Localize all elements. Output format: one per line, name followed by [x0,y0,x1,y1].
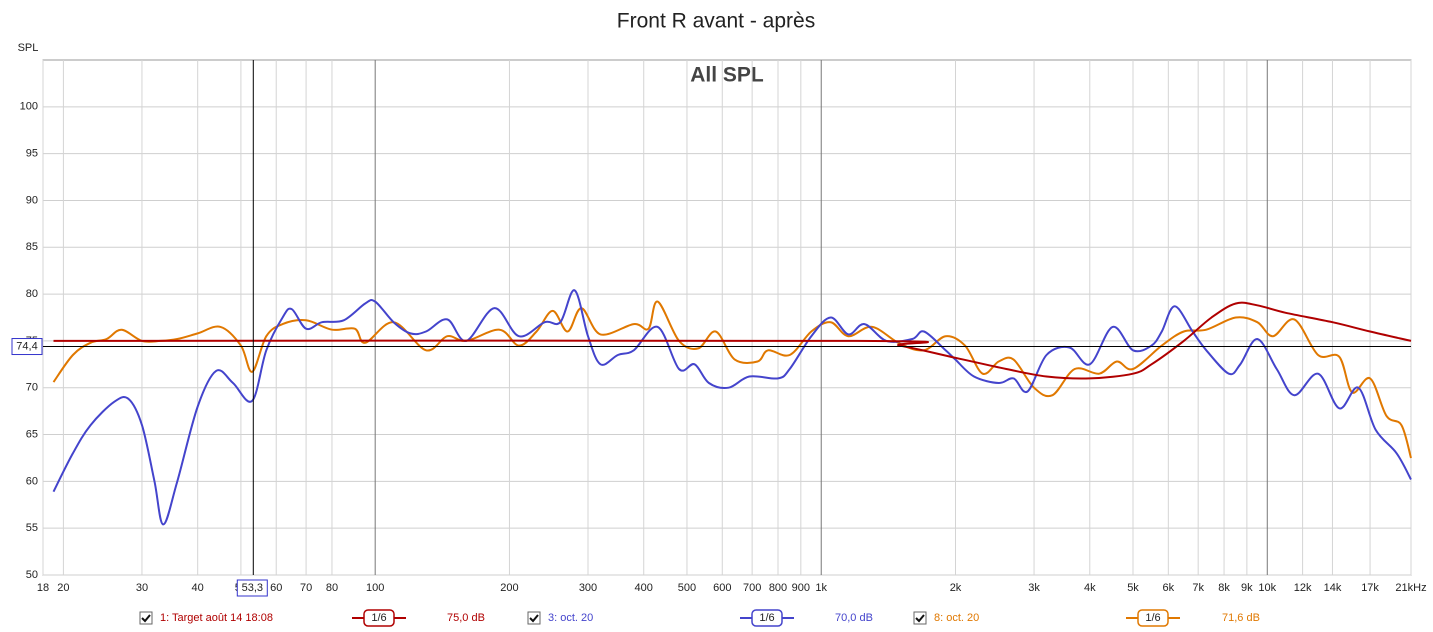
y-tick-label: 60 [26,475,38,487]
x-tick-label: 2k [950,582,962,594]
legend-smoothing: 1/6 [1145,612,1160,624]
x-tick-label: 21kHz [1395,582,1426,594]
x-tick-label: 4k [1084,582,1096,594]
x-tick-label: 10k [1258,582,1276,594]
x-tick-label: 20 [57,582,69,594]
x-tick-label: 30 [136,582,148,594]
plot-area [42,59,1412,576]
legend-level: 75,0 dB [447,612,485,624]
y-tick-label: 70 [26,382,38,394]
x-tick-label: 12k [1294,582,1312,594]
x-tick-label: 800 [769,582,787,594]
legend-checkbox[interactable] [913,611,927,625]
x-tick-label: 6k [1163,582,1175,594]
legend-smoothing-box[interactable] [751,609,783,627]
x-tick-label: 7k [1192,582,1204,594]
chart-title: Front R avant - après [617,10,815,33]
legend-label: 1: Target août 14 18:08 [160,612,273,624]
legend-smoothing-box[interactable] [1137,609,1169,627]
legend-smoothing: 1/6 [371,612,386,624]
legend-checkbox[interactable] [139,611,153,625]
x-tick-label: 80 [326,582,338,594]
legend-smoothing: 1/6 [759,612,774,624]
x-tick-label: 5k [1127,582,1139,594]
x-tick-label: 600 [713,582,731,594]
x-tick-label: 900 [792,582,810,594]
legend-smoothing-box[interactable] [363,609,395,627]
x-tick-label: 700 [743,582,761,594]
y-tick-label: 65 [26,428,38,440]
legend-level: 70,0 dB [835,612,873,624]
x-tick-label: 60 [270,582,282,594]
legend-level: 71,6 dB [1222,612,1260,624]
x-tick-label: 70 [300,582,312,594]
x-tick-label: 17k [1361,582,1379,594]
legend-checkbox[interactable] [527,611,541,625]
y-tick-label: 55 [26,522,38,534]
y-axis-label: SPL [18,42,39,54]
legend-checkmark [141,614,151,623]
y-tick-label: 95 [26,148,38,160]
legend-checkmark [529,614,539,623]
series-line [52,289,1412,526]
cursor-label: 74,4 [16,340,37,352]
x-tick-label: 3k [1028,582,1040,594]
cursor-label-box [11,338,43,356]
x-tick-label: 9k [1241,582,1253,594]
legend-label: 8: oct. 20 [934,612,979,624]
y-tick-label: 90 [26,194,38,206]
cursor-label-box [236,579,268,597]
x-tick-label: 400 [635,582,653,594]
y-tick-label: 80 [26,288,38,300]
y-tick-label: 50 [26,569,38,581]
x-tick-label: 500 [678,582,696,594]
x-tick-label: 100 [366,582,384,594]
y-tick-label: 85 [26,241,38,253]
legend-label: 3: oct. 20 [548,612,593,624]
x-tick-label: 8k [1218,582,1230,594]
x-tick-label: 200 [500,582,518,594]
x-tick-label: 1k [815,582,827,594]
plot-annotation: All SPL [690,64,764,87]
y-tick-label: 100 [20,101,38,113]
x-tick-label: 40 [192,582,204,594]
cursor-label: 53,3 [242,582,263,594]
legend-checkmark [915,614,925,623]
x-tick-label: 14k [1324,582,1342,594]
series-line [53,301,1412,380]
x-tick-label: 300 [579,582,597,594]
x-tick-label: 18 [37,582,49,594]
